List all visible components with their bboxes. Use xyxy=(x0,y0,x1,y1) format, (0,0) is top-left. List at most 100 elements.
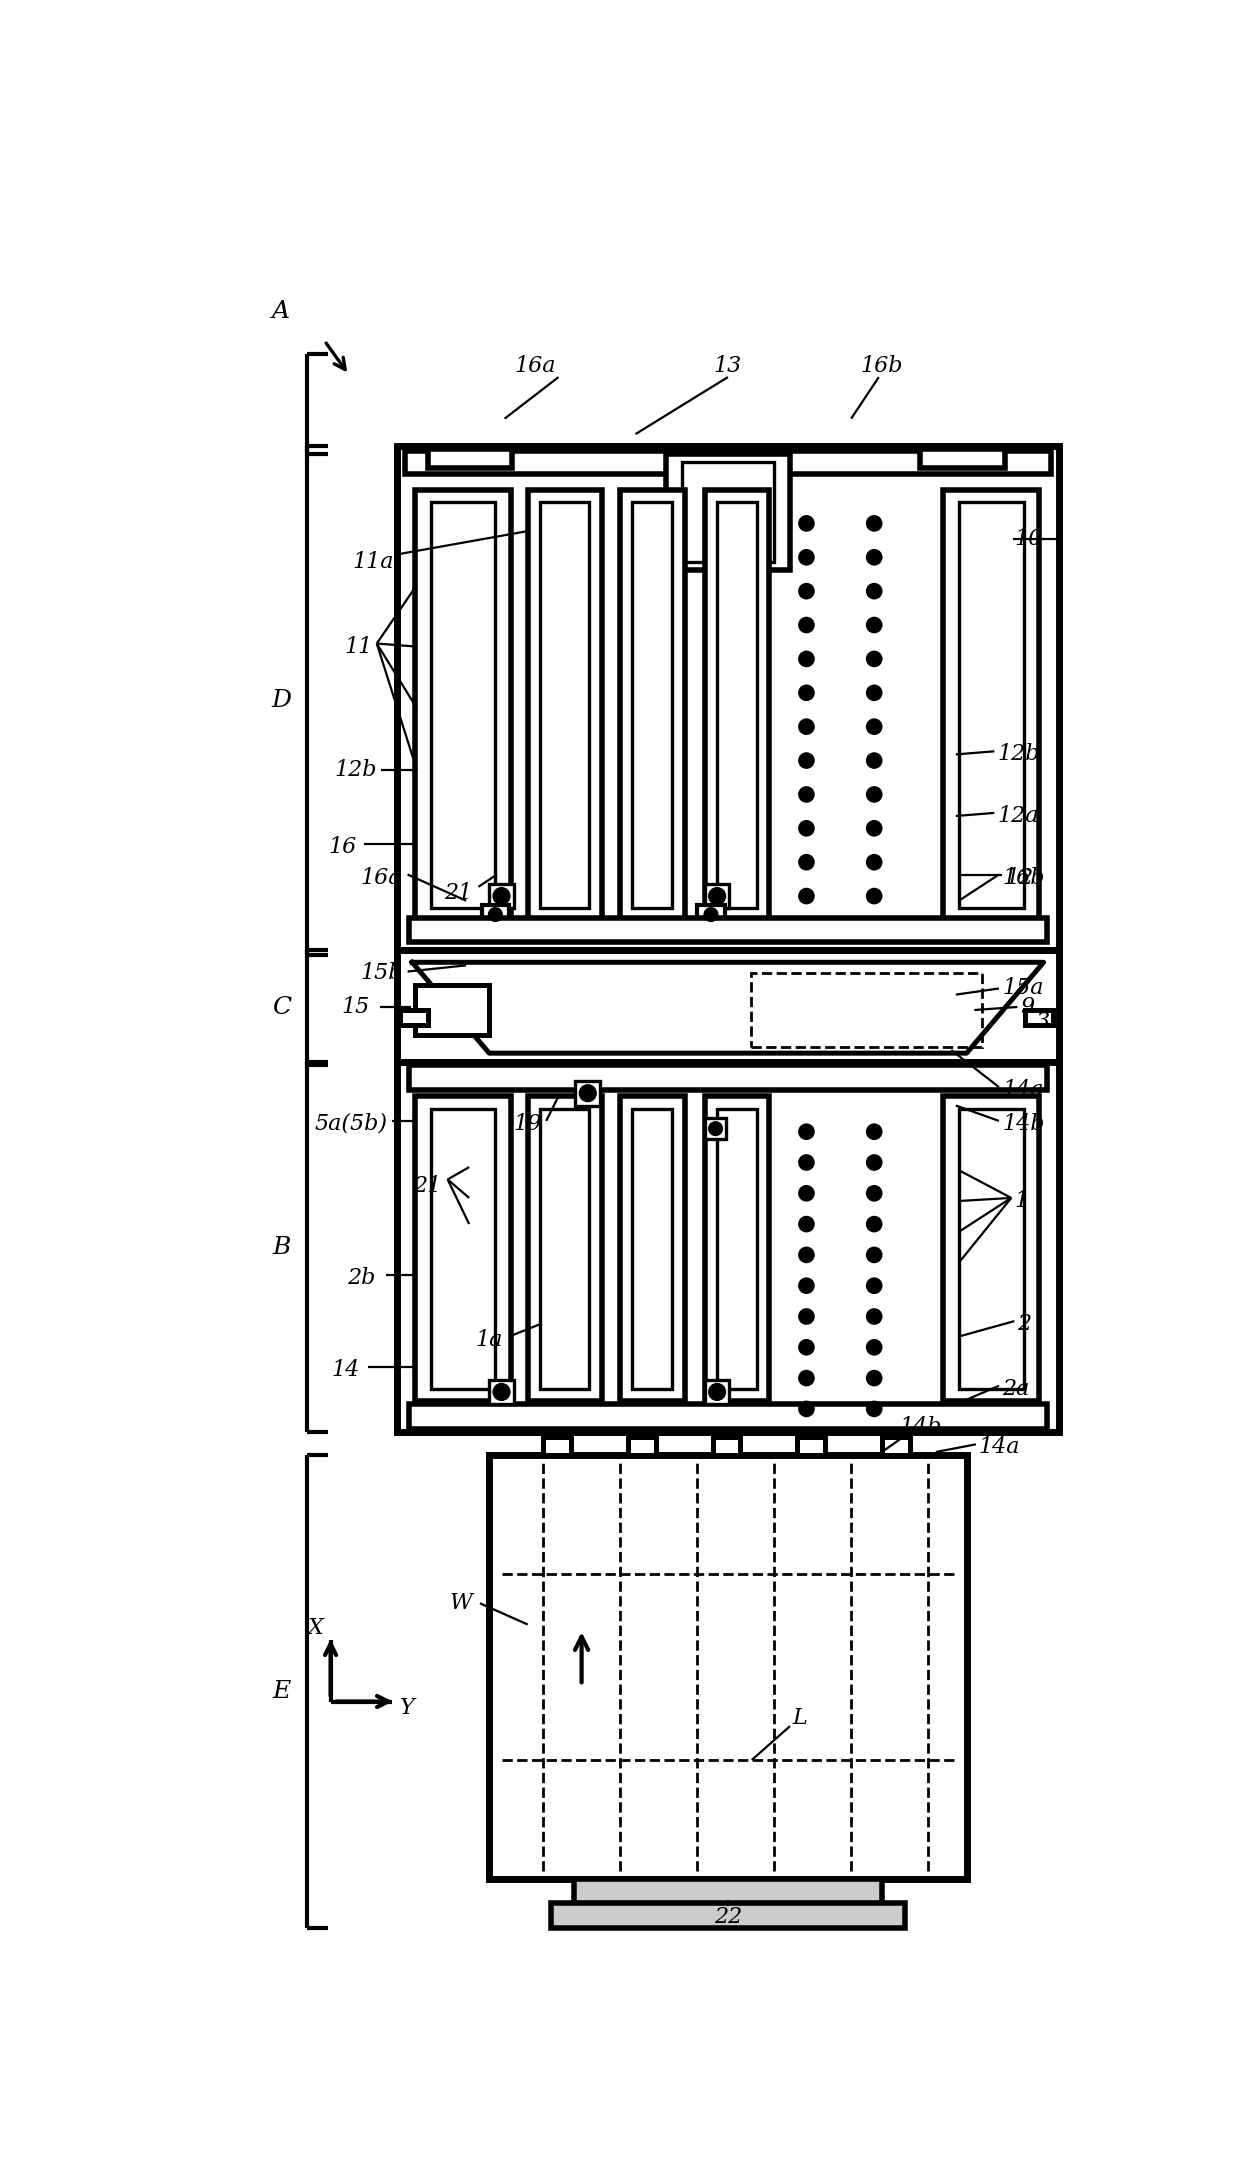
Bar xyxy=(620,1097,684,1402)
Bar xyxy=(704,490,770,920)
Circle shape xyxy=(867,584,882,597)
Bar xyxy=(944,1097,1039,1402)
Bar xyxy=(697,905,725,924)
Bar xyxy=(620,490,684,920)
Bar xyxy=(574,1879,882,1905)
Circle shape xyxy=(424,998,449,1022)
Circle shape xyxy=(800,1216,813,1232)
Text: 16a: 16a xyxy=(515,355,557,377)
Text: 1a: 1a xyxy=(475,1328,503,1352)
Text: 10: 10 xyxy=(1014,528,1043,549)
Circle shape xyxy=(800,1402,813,1415)
Circle shape xyxy=(800,754,813,767)
Circle shape xyxy=(800,1186,813,1201)
Bar xyxy=(397,1062,1059,1432)
Circle shape xyxy=(867,1155,882,1168)
Circle shape xyxy=(867,855,882,870)
Circle shape xyxy=(867,1341,882,1354)
Text: E: E xyxy=(272,1681,290,1703)
Bar xyxy=(797,1437,825,1454)
Text: 14a: 14a xyxy=(1002,1079,1044,1101)
Circle shape xyxy=(867,1247,882,1262)
Bar xyxy=(481,905,510,924)
Bar xyxy=(944,490,1039,920)
Bar xyxy=(490,883,513,909)
Text: 13: 13 xyxy=(714,355,742,377)
Circle shape xyxy=(800,719,813,735)
Circle shape xyxy=(867,1186,882,1201)
Bar xyxy=(882,1437,910,1454)
Bar xyxy=(627,1437,656,1454)
Text: 16b: 16b xyxy=(1002,868,1044,889)
Bar xyxy=(399,1009,428,1025)
Bar xyxy=(428,449,512,469)
Text: 9: 9 xyxy=(1021,996,1034,1018)
Circle shape xyxy=(494,889,510,905)
Bar xyxy=(415,1097,511,1402)
Text: 2: 2 xyxy=(1017,1312,1032,1334)
Text: 2b: 2b xyxy=(347,1267,376,1288)
Bar xyxy=(415,490,511,920)
Text: 12b: 12b xyxy=(334,759,377,780)
Circle shape xyxy=(800,855,813,870)
Circle shape xyxy=(709,1123,722,1136)
Bar xyxy=(543,1437,570,1454)
Bar xyxy=(397,950,1059,1066)
Bar xyxy=(541,501,589,909)
Text: 16: 16 xyxy=(329,835,357,857)
Circle shape xyxy=(867,1125,882,1138)
Bar xyxy=(959,501,1023,909)
Bar xyxy=(959,1110,1023,1389)
Circle shape xyxy=(867,517,882,530)
Bar xyxy=(409,918,1047,942)
Text: 5a(5b): 5a(5b) xyxy=(314,1114,387,1136)
Bar xyxy=(717,501,758,909)
Circle shape xyxy=(800,549,813,565)
Circle shape xyxy=(704,909,717,920)
Circle shape xyxy=(867,889,882,903)
Bar xyxy=(551,1903,905,1927)
Circle shape xyxy=(800,889,813,903)
Text: 15b: 15b xyxy=(360,961,403,983)
Text: Y: Y xyxy=(401,1696,415,1718)
Text: 11: 11 xyxy=(345,637,372,658)
Bar xyxy=(704,1380,729,1404)
Circle shape xyxy=(800,517,813,530)
Circle shape xyxy=(800,1341,813,1354)
Bar xyxy=(490,1380,513,1404)
Circle shape xyxy=(867,754,882,767)
Text: 16a: 16a xyxy=(361,868,402,889)
Circle shape xyxy=(800,787,813,802)
Circle shape xyxy=(800,1125,813,1138)
Circle shape xyxy=(867,787,882,802)
Bar xyxy=(751,972,982,1046)
Text: 15: 15 xyxy=(341,996,370,1018)
Circle shape xyxy=(800,1371,813,1384)
Text: B: B xyxy=(272,1236,290,1258)
Text: 19: 19 xyxy=(513,1114,542,1136)
Circle shape xyxy=(867,1402,882,1415)
Bar xyxy=(541,1110,589,1389)
Bar xyxy=(682,462,774,562)
Text: 11a: 11a xyxy=(353,552,394,573)
Text: 14a: 14a xyxy=(978,1437,1021,1458)
Bar xyxy=(1025,1009,1053,1025)
Circle shape xyxy=(709,889,725,905)
Bar xyxy=(704,1118,727,1140)
Text: 12b: 12b xyxy=(997,743,1040,765)
Text: 21: 21 xyxy=(444,883,472,905)
Bar xyxy=(430,501,495,909)
Text: 2a: 2a xyxy=(1002,1378,1029,1400)
Text: W: W xyxy=(450,1591,472,1615)
Bar xyxy=(704,1097,770,1402)
Text: 12a: 12a xyxy=(997,804,1039,826)
Circle shape xyxy=(709,1384,725,1400)
Bar xyxy=(704,883,729,909)
Bar xyxy=(920,449,1006,469)
Bar xyxy=(409,1066,1047,1090)
Circle shape xyxy=(800,619,813,632)
Circle shape xyxy=(867,1280,882,1293)
Text: 1: 1 xyxy=(1014,1190,1028,1212)
Circle shape xyxy=(867,822,882,835)
Circle shape xyxy=(800,1280,813,1293)
